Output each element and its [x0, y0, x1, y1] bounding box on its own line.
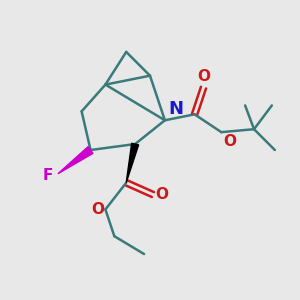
Text: F: F — [42, 168, 52, 183]
Text: N: N — [168, 100, 183, 118]
Text: O: O — [155, 187, 168, 202]
Text: O: O — [197, 69, 210, 84]
Polygon shape — [58, 147, 93, 174]
Polygon shape — [126, 143, 139, 183]
Text: O: O — [91, 202, 104, 217]
Text: O: O — [224, 134, 237, 149]
